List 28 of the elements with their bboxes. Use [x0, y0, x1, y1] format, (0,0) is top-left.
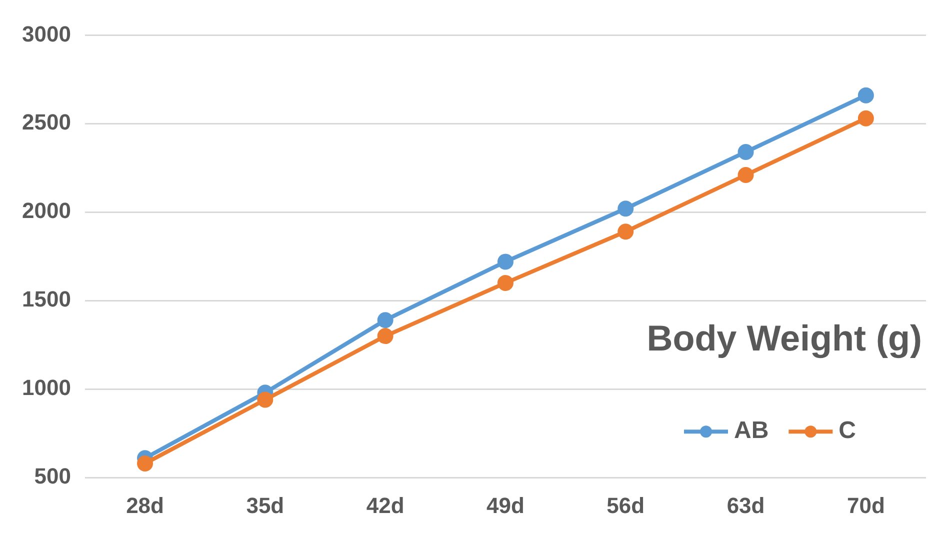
point [858, 110, 874, 126]
point [738, 144, 754, 160]
point [738, 167, 754, 183]
point [618, 200, 634, 217]
y-tick-label: 1500 [22, 286, 71, 312]
point [497, 274, 514, 291]
point [377, 328, 394, 344]
x-tick-label: 56d [606, 492, 645, 518]
x-tick-label: 70d [846, 492, 885, 518]
point [497, 254, 514, 270]
y-tick-label: 3000 [22, 21, 71, 46]
point [257, 392, 274, 408]
point [858, 87, 874, 104]
point [618, 224, 634, 240]
y-tick-label: 2000 [22, 198, 71, 224]
y-tick-label: 1000 [22, 375, 71, 400]
legend-label: AB [734, 417, 769, 444]
x-tick-label: 28d [126, 492, 164, 518]
x-tick-label: 35d [246, 492, 284, 518]
text: Body Weight (g) [646, 317, 922, 358]
point [377, 312, 394, 328]
y-tick-label: 500 [34, 464, 71, 489]
point [137, 455, 154, 472]
x-tick-label: 42d [366, 492, 404, 518]
x-tick-label: 63d [726, 492, 765, 518]
y-tick-label: 2500 [22, 110, 71, 135]
legend-label: C [838, 417, 856, 444]
x-tick-label: 49d [486, 492, 524, 518]
